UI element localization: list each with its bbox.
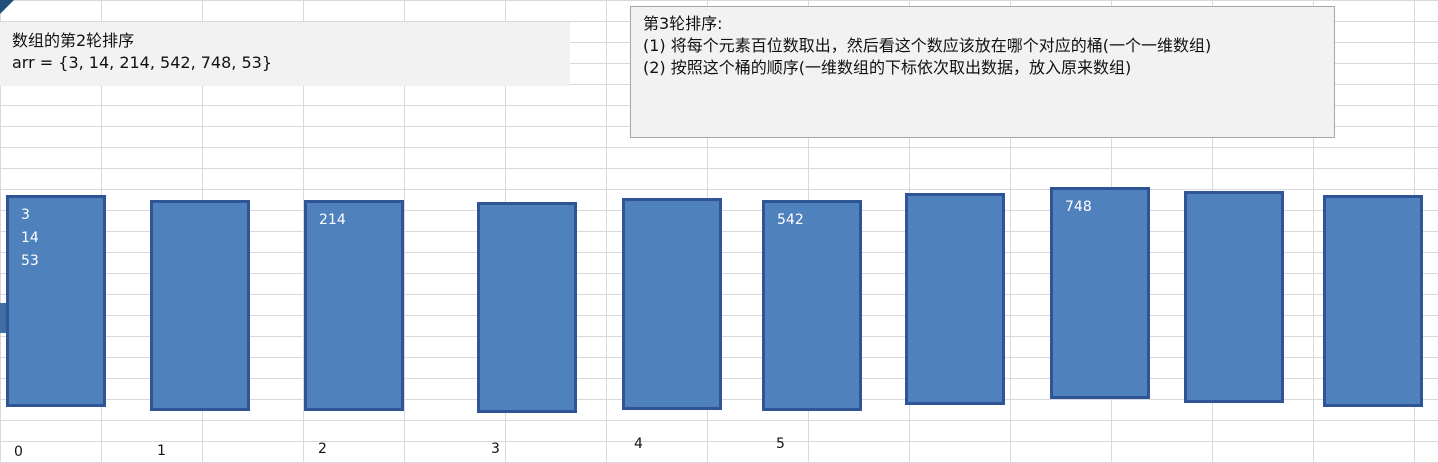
bucket-index-label: 1 [157, 443, 166, 459]
bucket-0: 3 14 53 [6, 195, 106, 407]
sort-step-title: 第3轮排序: [643, 14, 723, 33]
bucket-value: 3 [21, 207, 30, 223]
bucket-value: 214 [319, 212, 346, 228]
bucket-8 [1184, 191, 1284, 403]
bucket-7: 748 [1050, 187, 1150, 399]
array-note: 数组的第2轮排序 arr = {3, 14, 214, 542, 748, 53… [0, 22, 570, 86]
array-note-title: 数组的第2轮排序 [12, 31, 135, 50]
bucket-6 [905, 193, 1005, 405]
sort-step-2: (2) 按照这个桶的顺序(一维数组的下标依次取出数据，放入原来数组) [643, 58, 1132, 77]
bucket-3 [477, 202, 577, 413]
bucket-value: 53 [21, 253, 39, 269]
sort-step-note: 第3轮排序: (1) 将每个元素百位数取出，然后看这个数应该放在哪个对应的桶(一… [630, 6, 1335, 138]
bucket-9 [1323, 195, 1423, 407]
corner-marker [0, 0, 14, 14]
bucket-value: 748 [1065, 199, 1092, 215]
bucket-index-label: 0 [14, 444, 23, 460]
bucket-value: 14 [21, 230, 39, 246]
bucket-5: 542 [762, 200, 862, 411]
bucket-value: 542 [777, 212, 804, 228]
bucket-index-label: 5 [776, 436, 785, 452]
sort-step-1: (1) 将每个元素百位数取出，然后看这个数应该放在哪个对应的桶(一个一维数组) [643, 36, 1212, 55]
bucket-index-label: 4 [634, 436, 643, 452]
bucket-index-label: 2 [318, 441, 327, 457]
bucket-index-label: 3 [491, 441, 500, 457]
bucket-1 [150, 200, 250, 411]
array-note-values: arr = {3, 14, 214, 542, 748, 53} [12, 53, 272, 72]
bucket-4 [622, 198, 722, 410]
bucket-2: 214 [304, 200, 404, 411]
